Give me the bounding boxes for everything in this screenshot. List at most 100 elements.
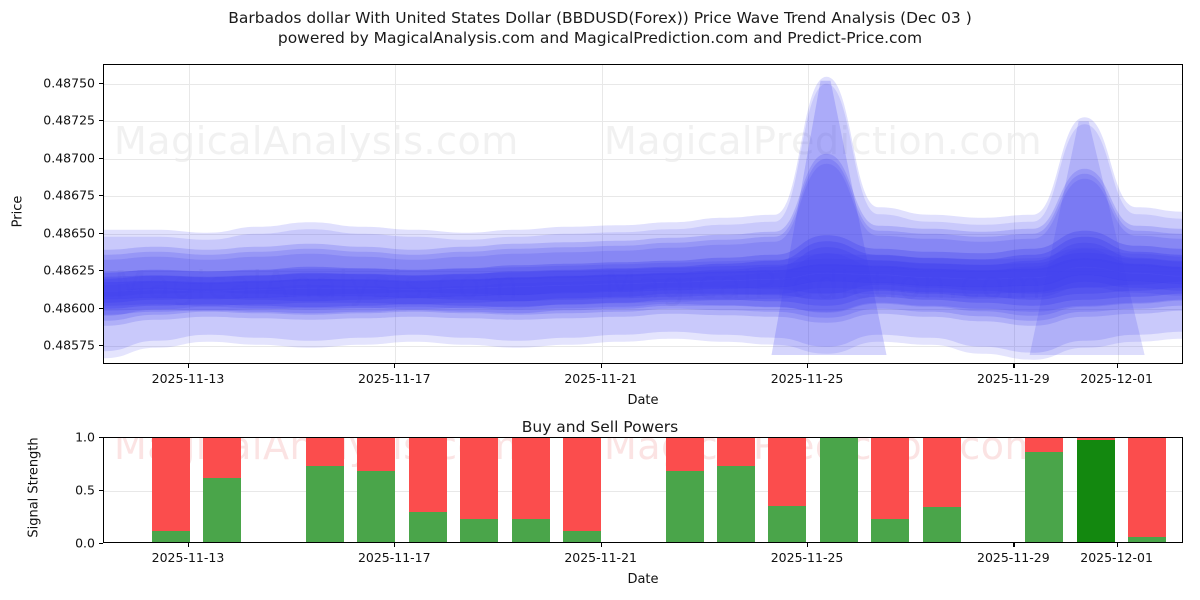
price-x-tick-label: 2025-12-01 — [1080, 371, 1153, 386]
price-x-axis-label: Date — [627, 393, 659, 408]
powers-y-tick-label: 0.0 — [75, 535, 95, 551]
sell-power-segment — [563, 438, 601, 532]
price-wave-bands — [104, 76, 1182, 360]
sell-power-segment — [1077, 438, 1116, 441]
signal-bar — [305, 438, 344, 542]
gridline-y — [104, 491, 1182, 492]
gridline-x — [808, 65, 810, 363]
buy-power-segment — [768, 505, 807, 542]
buy-power-segment — [820, 438, 859, 542]
buy-power-segment — [357, 470, 396, 542]
price-x-tickmark — [1116, 364, 1118, 368]
signal-bar — [1077, 438, 1116, 542]
powers-y-tick-label: 1.0 — [75, 429, 95, 445]
price-x-tick-label: 2025-11-21 — [564, 371, 637, 386]
chart-title-block: Barbados dollar With United States Dolla… — [0, 8, 1200, 49]
signal-bar — [922, 438, 961, 542]
wave-core-line — [104, 267, 1182, 306]
page-subtitle: powered by MagicalAnalysis.com and Magic… — [277, 29, 923, 48]
sell-power-segment — [151, 438, 190, 532]
price-y-tick-label: 0.48750 — [43, 75, 95, 91]
powers-x-tick-label: 2025-11-21 — [564, 550, 637, 565]
price-x-tickmark — [600, 364, 602, 368]
buy-power-segment — [511, 518, 550, 542]
sell-power-segment — [203, 438, 242, 479]
buy-power-segment — [460, 518, 499, 542]
wave-band — [104, 163, 1182, 326]
price-y-tick-label: 0.48625 — [43, 262, 95, 278]
price-x-tickmark — [807, 364, 809, 368]
gridline-x — [1117, 65, 1119, 363]
wave-band — [104, 230, 1182, 297]
buy-power-segment — [716, 465, 755, 542]
price-y-tickmark — [99, 232, 103, 234]
wave-band — [104, 158, 1182, 321]
gridline-y — [104, 121, 1182, 123]
gridline-y — [104, 233, 1182, 235]
sell-power-segment — [511, 438, 550, 519]
powers-x-tickmark — [1013, 543, 1015, 547]
sell-power-segment — [460, 438, 499, 519]
wave-band — [104, 153, 1182, 316]
sell-power-segment — [408, 438, 447, 513]
powers-y-tick-label: 0.5 — [75, 482, 95, 498]
gridline-x — [395, 65, 397, 363]
powers-y-axis-label: Signal Strength — [26, 437, 42, 538]
price-x-tick-label: 2025-11-29 — [977, 371, 1050, 386]
price-y-tick-label: 0.48675 — [43, 187, 95, 203]
buy-power-segment — [1025, 451, 1064, 542]
powers-x-tick-label: 2025-11-25 — [770, 550, 844, 565]
price-y-tickmark — [99, 307, 103, 309]
price-x-tick-label: 2025-11-17 — [357, 371, 431, 386]
buy-power-segment — [871, 518, 910, 542]
gridline-x — [601, 65, 603, 363]
buy-power-segment — [203, 478, 242, 542]
gridline-y — [104, 308, 1182, 310]
wave-core-line — [104, 258, 1182, 300]
gridline-x — [188, 65, 190, 363]
signal-bar — [1025, 438, 1064, 542]
buy-power-segment — [1077, 440, 1116, 542]
price-x-tickmark — [187, 364, 190, 368]
buy-power-segment — [563, 531, 601, 542]
price-y-tick-label: 0.48650 — [43, 225, 95, 241]
sell-power-segment — [305, 438, 344, 466]
wave-band — [104, 76, 1182, 353]
price-y-axis-label: Price — [10, 195, 26, 228]
gridline-y — [104, 83, 1182, 85]
buy-power-segment — [151, 531, 190, 542]
wave-band — [104, 236, 1182, 303]
wave-spike — [1029, 121, 1145, 355]
price-y-tickmark — [99, 195, 103, 197]
powers-x-tickmark — [187, 543, 190, 547]
price-wave-chart: MagicalAnalysis.com MagicalPrediction.com… — [103, 64, 1183, 364]
powers-chart-title: Buy and Sell Powers — [521, 418, 679, 436]
signal-bar — [408, 438, 447, 542]
signal-bar — [151, 438, 190, 542]
signal-bar — [768, 438, 807, 542]
sell-power-segment — [716, 438, 755, 466]
powers-y-tickmark — [99, 490, 103, 492]
sell-power-segment — [357, 438, 396, 471]
powers-y-tickmark — [99, 437, 103, 439]
price-y-tickmark — [99, 345, 103, 347]
powers-x-tick-label: 2025-12-01 — [1080, 550, 1153, 565]
sell-power-segment — [768, 438, 807, 506]
sell-power-segment — [1025, 438, 1064, 452]
wave-core-line — [104, 247, 1182, 284]
price-y-tick-label: 0.48700 — [43, 150, 95, 166]
price-y-tickmark — [99, 270, 103, 272]
wave-band — [104, 248, 1182, 315]
signal-bar — [563, 438, 601, 542]
powers-x-tickmark — [1116, 543, 1118, 547]
price-y-tick-label: 0.48575 — [43, 337, 95, 353]
price-y-tick-label: 0.48725 — [43, 112, 95, 128]
signal-bar — [665, 438, 704, 542]
signal-bar — [1128, 438, 1167, 542]
price-x-tickmark — [1013, 364, 1015, 368]
price-y-tickmark — [99, 82, 103, 84]
signal-bar — [716, 438, 755, 542]
powers-y-tickmark — [99, 543, 103, 545]
powers-x-tick-label: 2025-11-29 — [977, 550, 1050, 565]
